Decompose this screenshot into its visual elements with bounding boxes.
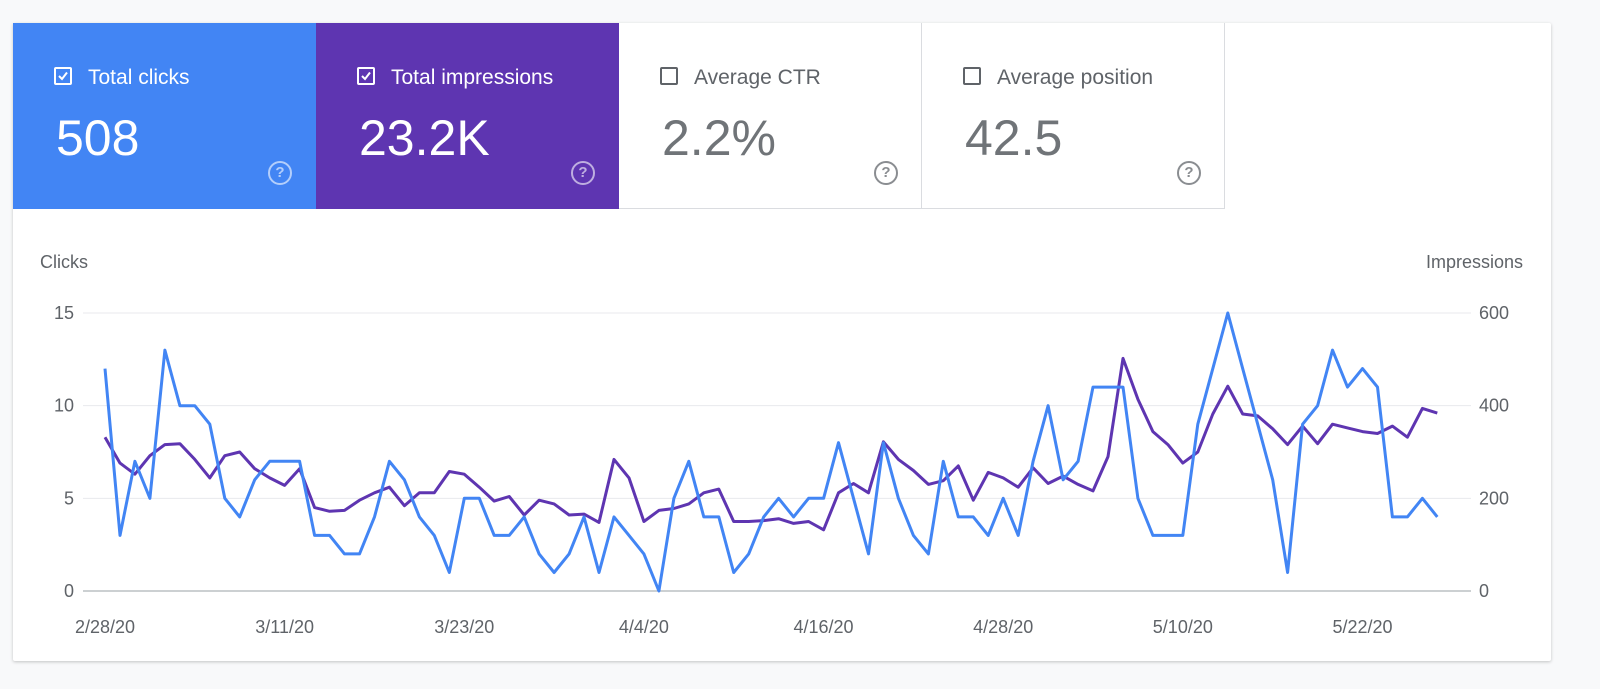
y-right-tick-label: 200 [1479,488,1509,508]
metric-cards: Total clicks 508 ? Total impressions 23.… [13,23,1225,209]
help-circle-icon[interactable]: ? [268,161,292,185]
y-left-tick-label: 5 [64,488,74,508]
grid-lines [83,312,1471,592]
y-right-axis-title: Impressions [1426,252,1523,272]
x-tick-label: 2/28/20 [75,617,135,637]
metric-label: Average position [997,66,1154,89]
help-circle-icon[interactable]: ? [571,161,595,185]
metric-card-average-position[interactable]: Average position 42.5 ? [922,23,1225,209]
metric-value: 508 [56,110,140,166]
y-left-tick-label: 15 [54,303,74,323]
checkbox-icon[interactable] [660,67,678,85]
metric-value: 2.2% [662,110,776,166]
y-right-tick-label: 0 [1479,581,1489,601]
metric-card-total-clicks[interactable]: Total clicks 508 ? [13,23,316,209]
performance-panel: Total clicks 508 ? Total impressions 23.… [13,23,1551,661]
checkbox-icon[interactable] [963,67,981,85]
help-circle-icon[interactable]: ? [874,161,898,185]
impressions-series-line [103,356,1438,532]
metric-value: 42.5 [965,110,1063,166]
series-lines [103,311,1439,593]
y-right-tick-label: 400 [1479,396,1509,416]
x-tick-label: 4/4/20 [619,617,669,637]
x-tick-label: 3/23/20 [434,617,494,637]
metric-label: Total clicks [88,66,190,89]
y-tick-labels: 0 0 5 200 10 400 15 600 [54,303,1509,601]
x-tick-label: 3/11/20 [255,617,314,637]
checkbox-icon[interactable] [54,67,72,85]
x-tick-labels: 2/28/20 3/11/20 3/23/20 4/4/20 4/16/20 4/28/2… [75,617,1393,637]
y-left-axis-title: Clicks [40,252,88,272]
y-left-tick-label: 0 [64,581,74,601]
metric-value: 23.2K [359,110,490,166]
metric-label: Total impressions [391,66,554,89]
help-circle-icon[interactable]: ? [1177,161,1201,185]
metric-card-average-ctr[interactable]: Average CTR 2.2% ? [619,23,922,209]
x-tick-label: 4/16/20 [794,617,854,637]
clicks-series-line [103,311,1439,593]
checkbox-icon[interactable] [357,67,375,85]
metric-card-total-impressions[interactable]: Total impressions 23.2K ? [316,23,619,209]
metric-label: Average CTR [694,66,821,89]
y-right-tick-label: 600 [1479,303,1509,323]
performance-chart: Clicks Impressions 0 0 5 200 10 400 15 600 2/28… [40,252,1523,637]
x-tick-label: 4/28/20 [973,617,1033,637]
y-left-tick-label: 10 [54,396,74,416]
x-tick-label: 5/10/20 [1153,617,1213,637]
x-tick-label: 5/22/20 [1332,617,1392,637]
